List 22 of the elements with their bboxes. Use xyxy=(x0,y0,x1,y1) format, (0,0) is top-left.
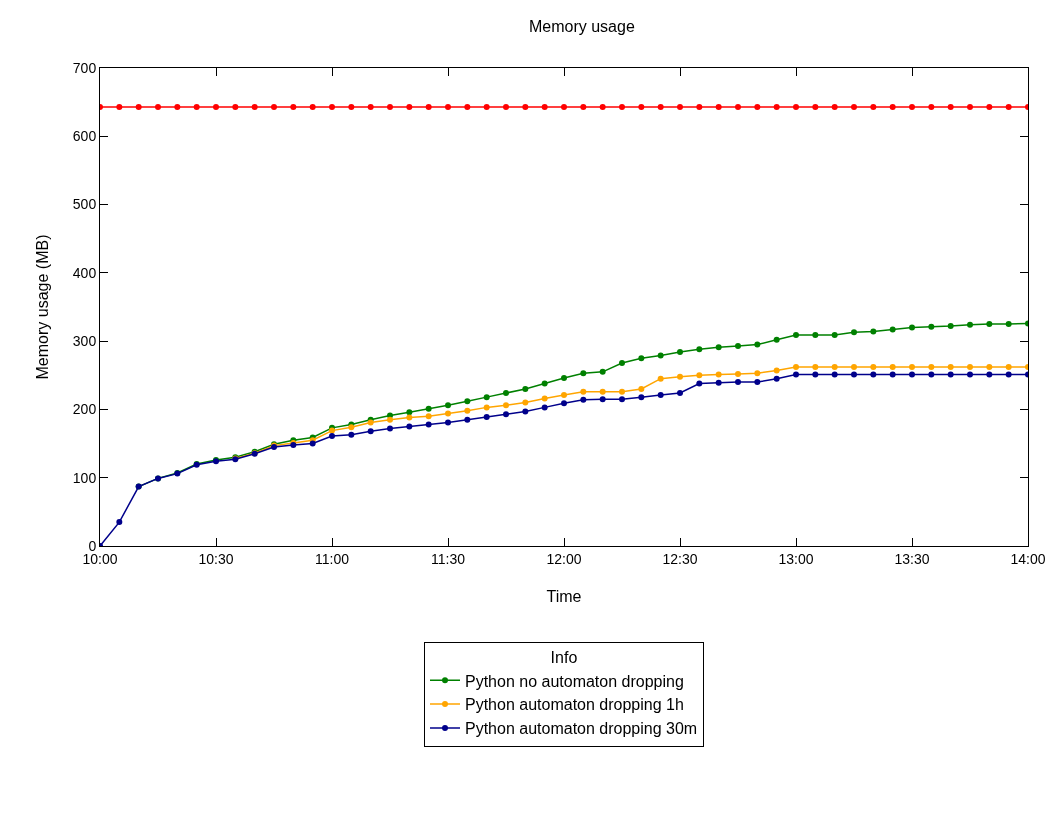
x-tick-label: 14:00 xyxy=(1010,550,1046,567)
y-tick-label: 600 xyxy=(72,128,97,145)
legend-label: Python automaton dropping 30m xyxy=(465,720,698,738)
y-tick-label: 200 xyxy=(72,401,97,418)
chart-title: Memory usage xyxy=(528,18,635,36)
y-tick-label: 300 xyxy=(72,333,97,350)
x-tick-label: 13:00 xyxy=(778,550,814,567)
x-axis-title: Time xyxy=(546,588,582,606)
y-tick-label: 100 xyxy=(72,469,97,486)
y-tick-label: 500 xyxy=(72,196,97,213)
y-axis-title: Memory usage (MB) xyxy=(33,234,51,380)
y-tick-label: 700 xyxy=(72,59,97,76)
x-tick-label: 12:30 xyxy=(662,550,698,567)
x-tick-label: 10:30 xyxy=(198,550,234,567)
legend-title: Info xyxy=(550,649,578,667)
x-tick-label: 11:30 xyxy=(431,550,466,567)
x-tick-label: 13:30 xyxy=(894,550,930,567)
legend-label: Python automaton dropping 1h xyxy=(465,696,684,714)
x-tick-label: 11:00 xyxy=(315,550,350,567)
x-tick-label: 12:00 xyxy=(546,550,582,567)
legend-label: Python no automaton dropping xyxy=(465,672,684,690)
y-tick-label: 400 xyxy=(72,264,97,281)
